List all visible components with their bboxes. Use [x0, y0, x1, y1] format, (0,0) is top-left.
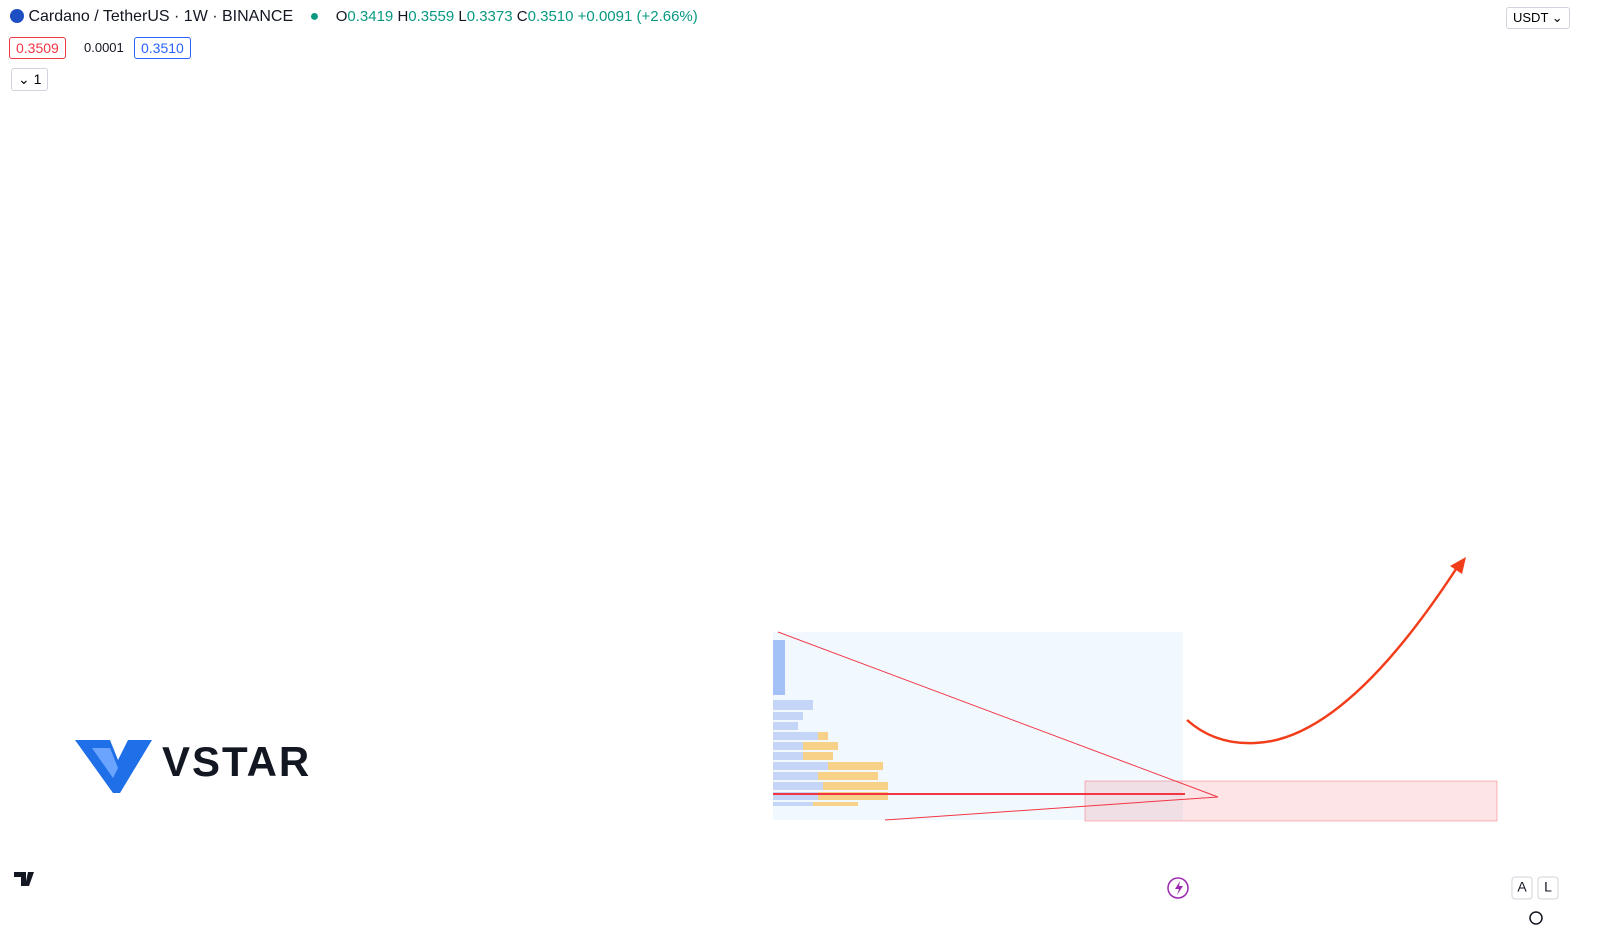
coin-icon — [10, 9, 24, 23]
l-label: L — [458, 8, 467, 25]
tv-logo — [14, 872, 34, 886]
triangle-upper — [777, 631, 1219, 798]
brand-text: VSTAR — [162, 738, 311, 785]
interval-toggle[interactable]: ⌄ 1 — [11, 68, 49, 91]
volume-profile — [773, 640, 888, 806]
change: +0.0091 — [577, 8, 633, 25]
status-dot: ● — [309, 8, 320, 25]
o-value: 0.3419 — [347, 8, 394, 25]
projection-arrow — [1186, 565, 1460, 745]
settings-icon[interactable] — [1529, 911, 1543, 925]
auto-button[interactable] — [1511, 876, 1533, 900]
l-value: 0.3373 — [466, 8, 513, 25]
currency-select[interactable]: USDT ⌄ — [1506, 7, 1570, 29]
change-pct: (+2.66%) — [636, 8, 698, 25]
c-label: C — [516, 8, 528, 25]
support-zone — [1084, 780, 1498, 822]
ohlc: O0.3419 H0.3559 L0.3373 C0.3510 +0.0091 … — [336, 8, 698, 25]
event-bolt — [1175, 881, 1183, 895]
bid-box[interactable]: 0.3509 — [9, 37, 66, 59]
h-label: H — [397, 8, 409, 25]
brand-logo: VSTAR — [75, 738, 311, 793]
symbol-title: Cardano / TetherUS · 1W · BINANCE — [28, 8, 294, 25]
h-value: 0.3559 — [408, 8, 455, 25]
event-icon — [1167, 877, 1189, 899]
c-value: 0.3510 — [527, 8, 574, 25]
currency: USDT — [1513, 10, 1549, 25]
arrow-head — [1450, 557, 1466, 574]
log-button[interactable] — [1537, 876, 1559, 900]
spread: 0.0001 — [84, 40, 124, 55]
log-label[interactable]: L — [1544, 879, 1552, 895]
ask-box[interactable]: 0.3510 — [134, 37, 191, 59]
o-label: O — [335, 8, 348, 25]
triangle-lower — [884, 796, 1219, 821]
symbol-info: Cardano / TetherUS · 1W · BINANCE ● O0.3… — [10, 8, 698, 26]
interval-count: 1 — [33, 71, 42, 87]
auto-label[interactable]: A — [1517, 879, 1527, 895]
